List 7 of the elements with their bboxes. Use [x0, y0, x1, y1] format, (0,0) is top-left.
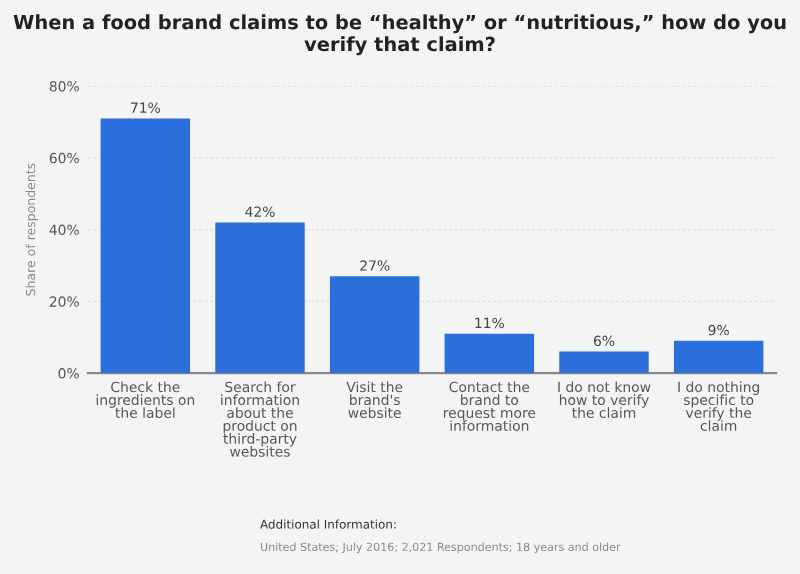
bar — [673, 340, 764, 374]
bar — [444, 333, 535, 374]
bar — [559, 351, 649, 374]
bar — [100, 118, 191, 374]
bar — [329, 276, 420, 374]
bar — [215, 222, 305, 374]
chart-title: When a food brand claims to be “healthy” or “nutritious,” how do you verify that claim? — [13, 14, 786, 56]
